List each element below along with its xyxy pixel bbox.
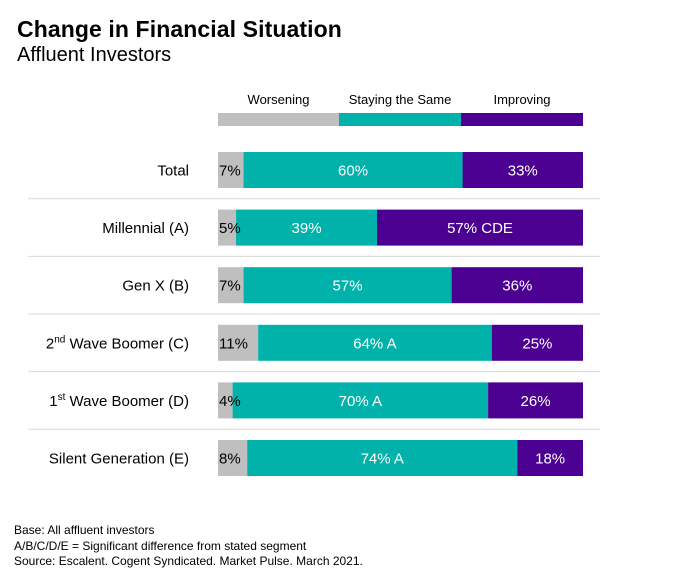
category-label-1: Total [157, 163, 189, 180]
bar-segment-2-row-2 [236, 209, 378, 246]
bar-segment-1-row-2 [218, 209, 237, 246]
legend-label-2: Staying the Same [349, 92, 452, 107]
data-label-1-row-3: 7% [219, 278, 241, 295]
bar-segment-2-row-6 [247, 440, 518, 476]
legend-swatch-1 [218, 113, 339, 126]
chart-subtitle: Affluent Investors [17, 44, 172, 66]
bar-segment-1-row-3 [218, 267, 244, 304]
data-label-1-row-2: 5% [219, 220, 241, 237]
legend-swatch-3 [461, 113, 583, 126]
bar-segment-3-row-5 [488, 382, 583, 419]
bar-segment-3-row-3 [451, 267, 583, 304]
legend-swatch-2 [339, 113, 461, 126]
legend-label-3: Improving [493, 92, 550, 107]
footnotes: Base: All affluent investors A/B/C/D/E =… [14, 523, 363, 570]
category-label-5: 1st Wave Boomer (D) [49, 392, 189, 410]
data-label-2-row-1: 60% [338, 163, 368, 180]
chart-title: Change in Financial Situation [17, 16, 342, 42]
data-label-3-row-1: 33% [508, 163, 538, 180]
bar-segment-1-row-6 [218, 440, 248, 476]
bar-segment-1-row-4 [218, 324, 259, 361]
data-label-2-row-3: 57% [333, 278, 363, 295]
stacked-bar-chart: Worsening Staying the Same Improving Total 7… [28, 92, 600, 476]
category-label-3: Gen X (B) [122, 278, 189, 295]
data-label-2-row-4: 64% A [353, 335, 396, 352]
data-label-1-row-4: 11% [219, 335, 248, 352]
data-label-2-row-5: 70% A [339, 393, 382, 410]
bar-segment-3-row-6 [517, 440, 583, 476]
bar-segment-2-row-5 [232, 382, 489, 419]
bar-segment-3-row-1 [462, 152, 583, 188]
bar-segment-2-row-4 [258, 324, 492, 361]
legend-label-1: Worsening [248, 92, 310, 107]
bar-segment-2-row-1 [243, 152, 463, 188]
category-label-4: 2nd Wave Boomer (C) [46, 334, 189, 352]
bar-segment-1-row-5 [218, 382, 233, 419]
bar-segment-3-row-2 [377, 209, 583, 246]
data-label-3-row-4: 25% [522, 335, 552, 352]
data-label-3-row-2: 57% CDE [447, 220, 513, 237]
data-label-2-row-2: 39% [292, 220, 322, 237]
footnote-base: Base: All affluent investors [14, 523, 155, 537]
data-label-1-row-6: 8% [219, 451, 241, 468]
data-label-1-row-5: 4% [219, 393, 241, 410]
data-label-2-row-6: 74% A [361, 451, 404, 468]
category-label-2: Millennial (A) [102, 220, 189, 237]
footnote-source: Source: Escalent. Cogent Syndicated. Mar… [14, 554, 363, 568]
data-label-1-row-1: 7% [219, 163, 241, 180]
category-label-6: Silent Generation (E) [49, 451, 189, 468]
bar-segment-1-row-1 [218, 152, 244, 188]
data-label-3-row-6: 18% [535, 451, 565, 468]
bar-segment-2-row-3 [243, 267, 452, 304]
data-label-3-row-5: 26% [521, 393, 551, 410]
footnote-significance: A/B/C/D/E = Significant difference from … [14, 538, 307, 553]
bar-segment-3-row-4 [491, 324, 583, 361]
data-label-3-row-3: 36% [502, 278, 532, 295]
